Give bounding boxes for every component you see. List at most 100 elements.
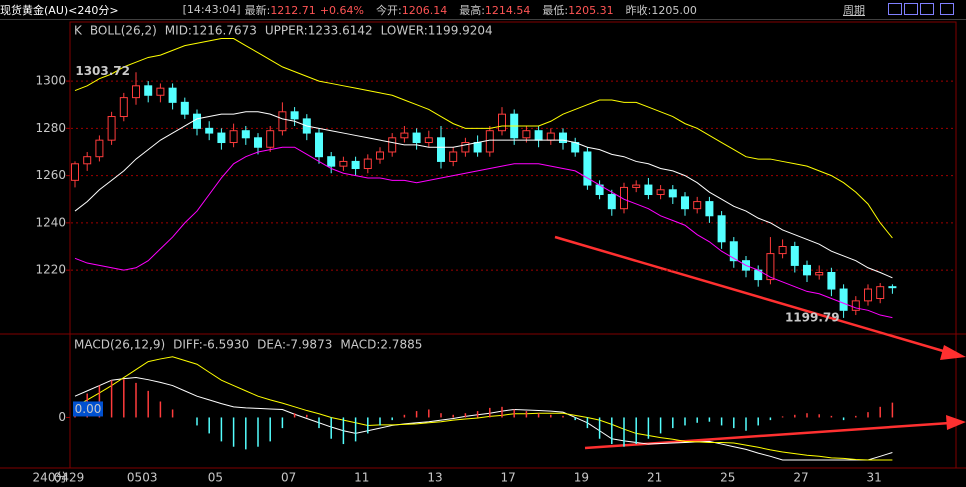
candle-body <box>632 184 641 188</box>
candle-body <box>107 116 116 141</box>
field-value: 1206.14 <box>401 3 448 17</box>
indicator-label: K <box>74 24 83 38</box>
instrument: 现货黄金(AU)<240分> <box>0 3 119 17</box>
field-value: 1214.54 <box>484 3 531 17</box>
nav-button[interactable] <box>904 3 918 15</box>
candle-body <box>717 215 726 243</box>
candle-body <box>485 130 494 153</box>
candle-body <box>693 201 702 210</box>
x-tick-label: 0429 <box>54 471 85 485</box>
candle-body <box>803 264 811 276</box>
candle-body <box>83 156 92 165</box>
legend-entry: DEA:-7.9873 <box>257 338 332 352</box>
candle-body <box>144 85 153 96</box>
y-tick-label: 1240 <box>35 215 66 229</box>
candle-body <box>681 196 689 210</box>
candle-body <box>95 139 104 158</box>
field-change: +0.64% <box>319 3 364 17</box>
quote-field: 最新:1212.71 +0.64% <box>245 4 368 17</box>
x-tick-label: 25 <box>720 471 735 485</box>
candle-body <box>71 163 79 181</box>
candle-body <box>229 130 238 144</box>
legend-entry: LOWER:1199.9204 <box>381 24 493 38</box>
candle-body <box>266 130 275 148</box>
band-line <box>74 111 893 279</box>
candle-body <box>644 184 653 196</box>
candle-body <box>522 130 531 139</box>
candle-body <box>327 156 336 167</box>
indicator-title: BOLL(26,2) <box>90 24 157 38</box>
y-tick-label: 1280 <box>35 121 66 135</box>
macd-line <box>74 377 893 461</box>
indicator-title: MACD(26,12,9) <box>74 338 165 352</box>
high-annotation: 1303.72 <box>75 64 130 78</box>
candle-body <box>351 160 360 170</box>
candle-body <box>729 241 738 262</box>
time: [14:43:04] <box>182 3 241 16</box>
x-tick-label: 0503 <box>127 471 158 485</box>
x-tick-label: 31 <box>867 471 882 485</box>
field-label: 最新: <box>244 3 271 17</box>
x-axis-label: 240分 <box>33 471 68 485</box>
candle-body <box>290 111 299 120</box>
candle-body <box>119 97 128 118</box>
candle-body <box>864 288 872 302</box>
candle-body <box>851 300 860 311</box>
candle-body <box>241 130 250 139</box>
x-tick-label: 13 <box>427 471 442 485</box>
field-label: 昨收: <box>625 3 652 17</box>
panel-frame <box>69 21 957 469</box>
y-tick-label: 0 <box>58 410 66 424</box>
candle-body <box>376 151 384 160</box>
zoom-button[interactable] <box>920 3 934 15</box>
candle-body <box>668 189 677 198</box>
x-tick-label: 19 <box>574 471 589 485</box>
legend-entry: MACD:2.7885 <box>340 338 422 352</box>
candle-body <box>888 286 897 289</box>
candle-body <box>449 151 458 162</box>
candle-body <box>168 87 177 103</box>
period-button[interactable]: 周期 <box>843 3 865 17</box>
macd-line <box>74 356 893 461</box>
field-label: 最低: <box>542 3 569 17</box>
candle-body <box>205 127 214 134</box>
y-tick-label: 1220 <box>35 263 66 277</box>
candle-body <box>790 246 799 266</box>
legend-entry: UPPER:1233.6142 <box>265 24 373 38</box>
candle-body <box>254 137 262 148</box>
x-tick-label: 21 <box>647 471 662 485</box>
candle-body <box>437 137 445 162</box>
candle-body <box>461 142 470 153</box>
candle-body <box>217 132 226 144</box>
nav-button[interactable] <box>888 3 902 15</box>
candle-body <box>766 253 775 281</box>
candle-body <box>424 137 433 144</box>
field-value: 1205.00 <box>651 3 697 17</box>
candle-body <box>278 111 287 132</box>
candle-body <box>473 142 482 153</box>
field-value: 1205.31 <box>568 3 614 17</box>
quote-field: 昨收:1205.00 <box>626 4 701 17</box>
close-button[interactable] <box>940 3 954 15</box>
quote-fields: 最新:1212.71 +0.64% 今开:1206.14 最高:1214.54 最低:1… <box>245 2 709 18</box>
candle-body <box>583 151 592 186</box>
candle-body <box>193 113 201 129</box>
candle-body <box>778 246 787 255</box>
quote-field: 最低:1205.31 <box>542 4 617 17</box>
y-tick-label: 1300 <box>35 74 66 88</box>
field-value: 1212.71 <box>270 3 316 17</box>
candle-body <box>412 132 421 144</box>
band-line <box>74 146 893 319</box>
candle-body <box>705 201 714 217</box>
candle-body <box>388 137 397 153</box>
quote-field: 最高:1214.54 <box>459 4 534 17</box>
candle-body <box>400 132 409 139</box>
candle-body <box>656 189 665 196</box>
candle-body <box>607 194 616 210</box>
candle-body <box>156 87 165 96</box>
legend-entry: MID:1216.7673 <box>165 24 257 38</box>
candle-body <box>815 272 824 276</box>
low-annotation: 1199.79 <box>785 310 840 324</box>
candle-body <box>339 160 348 167</box>
